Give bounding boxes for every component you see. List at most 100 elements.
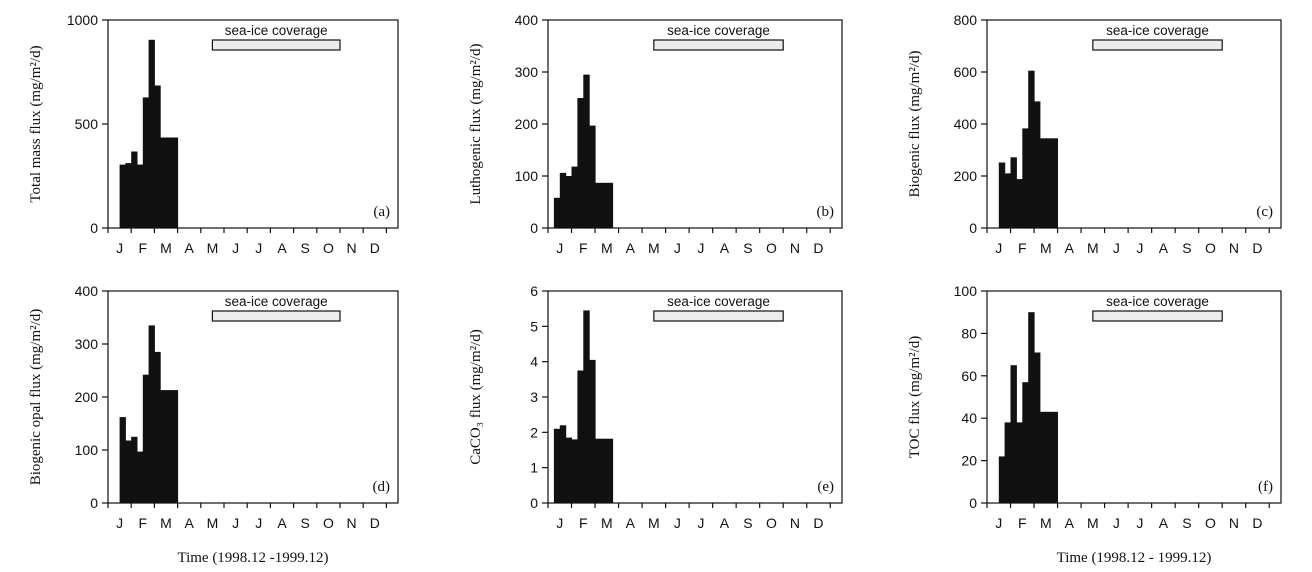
sea-ice-bar <box>211 39 341 51</box>
flux-bar <box>583 74 590 228</box>
y-tick-label: 0 <box>969 220 977 236</box>
y-tick-label: 100 <box>75 442 99 458</box>
x-tick-label: J <box>255 515 262 531</box>
y-tick-label: 300 <box>515 64 539 80</box>
flux-bar <box>119 164 126 228</box>
y-axis-label: CaCO₃ flux (mg/m²/d) <box>468 329 484 465</box>
x-tick-label: N <box>1229 515 1239 531</box>
x-tick-label: J <box>697 240 704 256</box>
panel-label: (b) <box>817 204 835 220</box>
x-tick-label: J <box>255 240 262 256</box>
flux-bar <box>1028 70 1035 228</box>
flux-bar <box>559 172 567 228</box>
x-tick-label: O <box>1205 515 1216 531</box>
flux-bar <box>565 437 572 503</box>
y-axis-label: Luthogenic flux (mg/m²/d) <box>468 43 484 204</box>
flux-bar <box>1039 138 1058 228</box>
flux-bar <box>577 370 584 503</box>
y-axis-label: Biogenic opal flux (mg/m²/d) <box>28 309 44 486</box>
y-tick-label: 20 <box>961 453 977 469</box>
x-tick-label: J <box>995 515 1002 531</box>
x-tick-label: J <box>1113 240 1120 256</box>
x-tick-label: A <box>1159 515 1169 531</box>
flux-bar <box>583 310 590 503</box>
y-axis-label: TOC flux (mg/m²/d) <box>907 336 923 459</box>
flux-bar <box>148 325 155 503</box>
flux-bar <box>998 162 1006 228</box>
flux-bar <box>131 436 138 504</box>
flux-bar <box>154 85 161 228</box>
x-tick-label: A <box>1065 240 1075 256</box>
y-tick-label: 3 <box>530 389 538 405</box>
sea-ice-label: sea-ice coverage <box>667 294 770 309</box>
y-tick-label: 4 <box>530 354 538 370</box>
x-tick-label: A <box>1159 240 1169 256</box>
x-tick-label: O <box>766 515 777 531</box>
flux-bar <box>1010 365 1017 503</box>
y-tick-label: 400 <box>515 12 539 28</box>
flux-bar <box>571 166 578 228</box>
y-tick-label: 2 <box>530 424 538 440</box>
x-tick-label: J <box>556 240 563 256</box>
x-tick-label: F <box>139 515 148 531</box>
sea-ice-bar <box>653 39 784 51</box>
x-tick-label: J <box>697 515 704 531</box>
x-tick-label: J <box>1136 515 1143 531</box>
y-tick-label: 600 <box>954 64 978 80</box>
x-tick-label: D <box>813 515 823 531</box>
y-tick-label: 300 <box>75 336 99 352</box>
x-tick-label: M <box>160 240 172 256</box>
y-tick-label: 80 <box>961 325 977 341</box>
x-tick-label: F <box>579 515 588 531</box>
flux-bar <box>1004 173 1011 228</box>
x-tick-label: M <box>1040 515 1052 531</box>
panel-label: (f) <box>1258 479 1273 495</box>
y-tick-label: 0 <box>969 495 977 511</box>
x-tick-label: M <box>160 515 172 531</box>
x-tick-label: M <box>1040 240 1052 256</box>
y-tick-label: 200 <box>515 116 539 132</box>
panel-label: (d) <box>373 479 391 495</box>
x-tick-label: J <box>1113 515 1120 531</box>
x-tick-label: M <box>207 240 219 256</box>
x-tick-label: A <box>720 515 730 531</box>
sea-ice-bar <box>1092 39 1223 51</box>
sea-ice-bar <box>211 310 341 322</box>
flux-bar <box>998 456 1006 503</box>
x-tick-label: D <box>1252 240 1262 256</box>
sea-ice-bar <box>1092 310 1223 322</box>
flux-bar <box>1016 422 1023 503</box>
y-tick-label: 0 <box>90 495 98 511</box>
y-tick-label: 200 <box>954 168 978 184</box>
flux-bar <box>1010 157 1017 228</box>
sea-ice-label: sea-ice coverage <box>225 23 328 38</box>
sea-ice-label: sea-ice coverage <box>1106 294 1209 309</box>
y-tick-label: 40 <box>961 410 977 426</box>
y-axis-label: Total mass flux (mg/m²/d) <box>28 45 44 202</box>
x-tick-label: D <box>370 515 380 531</box>
y-tick-label: 500 <box>75 116 99 132</box>
flux-bar <box>553 428 561 503</box>
x-axis-label: Time (1998.12 -1999.12) <box>177 550 328 566</box>
x-tick-label: S <box>743 515 752 531</box>
flux-bar <box>595 182 614 228</box>
flux-bar <box>559 425 567 503</box>
flux-bar <box>160 390 179 503</box>
panel-label: (c) <box>1256 204 1273 220</box>
y-axis-label: Biogenic flux (mg/m²/d) <box>907 51 923 198</box>
x-tick-label: F <box>1018 515 1027 531</box>
flux-bar <box>589 125 596 228</box>
plot-frame <box>986 290 1282 504</box>
flux-bar <box>1028 312 1035 503</box>
x-tick-label: D <box>370 240 380 256</box>
panel-label: (a) <box>373 204 390 220</box>
y-tick-label: 5 <box>530 318 538 334</box>
flux-bar <box>595 438 614 503</box>
x-tick-label: S <box>743 240 752 256</box>
flux-bar <box>119 417 126 503</box>
x-tick-label: F <box>579 240 588 256</box>
x-tick-label: J <box>232 515 239 531</box>
